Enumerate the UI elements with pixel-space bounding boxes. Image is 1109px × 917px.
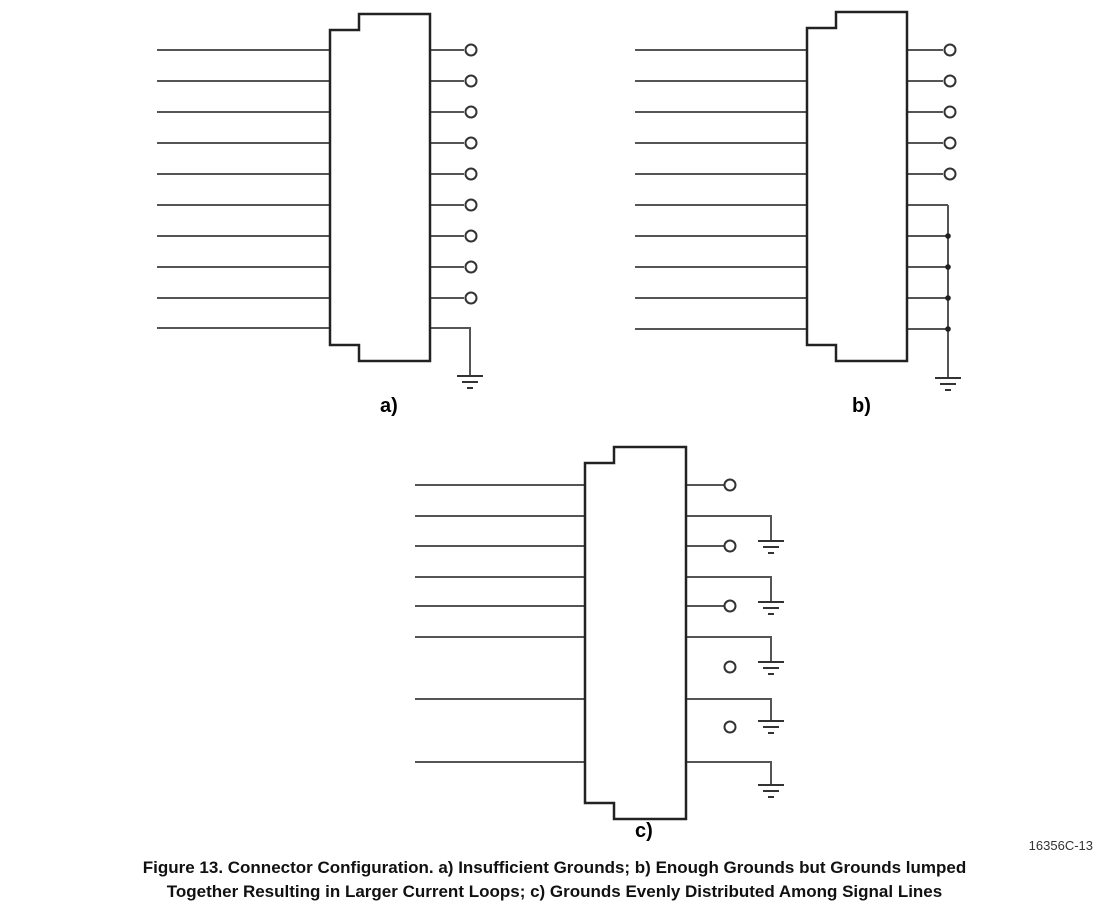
caption-line-1: Figure 13. Connector Configuration. a) I… xyxy=(0,856,1109,880)
ground-symbol-icon xyxy=(758,785,784,797)
panel-c-connector-body xyxy=(585,447,686,819)
ground-symbol-icon xyxy=(758,541,784,553)
caption-line-2: Together Resulting in Larger Current Loo… xyxy=(0,880,1109,904)
panel-a: a) xyxy=(157,14,483,417)
panel-a-pins xyxy=(466,45,477,304)
ground-symbol-icon xyxy=(457,376,483,388)
panel-b-label: b) xyxy=(852,395,871,417)
panel-c-pins xyxy=(725,480,736,733)
panel-b-pins xyxy=(945,45,956,180)
ground-symbol-icon xyxy=(758,662,784,674)
panel-c-label: c) xyxy=(635,820,653,842)
panel-b-connector-body xyxy=(807,12,907,361)
ground-symbol-icon xyxy=(758,602,784,614)
ground-symbol-icon xyxy=(758,721,784,733)
figure-caption: Figure 13. Connector Configuration. a) I… xyxy=(0,856,1109,904)
panel-b: b) xyxy=(635,12,961,417)
ground-symbol-icon xyxy=(935,378,961,390)
figure-id: 16356C-13 xyxy=(1029,838,1093,853)
panel-a-connector-body xyxy=(330,14,430,361)
panel-a-label: a) xyxy=(380,395,398,417)
panel-c: c) xyxy=(415,447,784,842)
